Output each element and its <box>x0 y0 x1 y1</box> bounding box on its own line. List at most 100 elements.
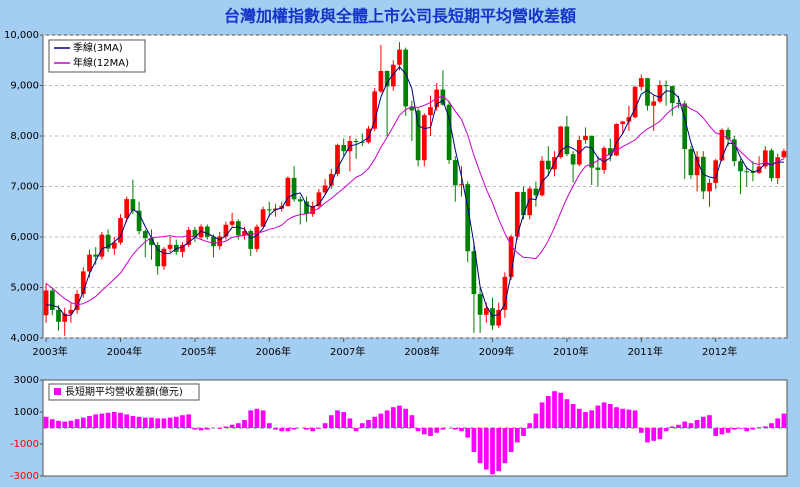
y-tick-label: 4,000 <box>10 333 39 344</box>
candle-body <box>316 192 322 207</box>
y-tick-label: 7,000 <box>10 182 39 193</box>
candle-body <box>43 290 49 316</box>
candle-body <box>589 135 595 168</box>
bar <box>403 408 409 428</box>
candle-body <box>620 121 626 124</box>
candle-body <box>415 110 421 161</box>
bar <box>669 426 675 428</box>
bar <box>533 413 539 428</box>
candle-body <box>322 185 328 193</box>
bar <box>149 417 154 428</box>
bar <box>595 405 601 428</box>
bar <box>762 426 768 428</box>
y-tick-label: 3000 <box>14 375 39 386</box>
candle-body <box>285 177 291 207</box>
bar <box>310 428 316 432</box>
bar <box>558 392 564 428</box>
candle-body <box>707 182 712 192</box>
bar <box>173 416 179 428</box>
bar <box>254 408 260 428</box>
bar <box>353 428 359 432</box>
candle-body <box>211 236 216 247</box>
y-tick-label: 1000 <box>14 407 39 418</box>
candle-body <box>180 244 185 252</box>
bar <box>632 410 638 428</box>
candle-body <box>564 126 570 155</box>
bar <box>465 428 471 438</box>
bar <box>130 416 136 428</box>
bar <box>589 410 595 428</box>
candle-body <box>304 201 309 215</box>
candle-body <box>713 160 719 183</box>
candle-body <box>601 148 607 170</box>
bar <box>607 404 613 428</box>
candle-body <box>477 294 483 315</box>
candle-body <box>353 140 359 142</box>
candle-body <box>130 199 136 211</box>
candle-body <box>335 144 340 174</box>
candle-body <box>223 224 229 237</box>
candle-body <box>99 234 105 257</box>
candle-body <box>738 161 743 172</box>
bar <box>496 428 502 472</box>
candle-body <box>762 150 768 167</box>
candle-body <box>204 226 210 237</box>
bar <box>372 416 378 428</box>
candle-body <box>80 271 86 294</box>
bar <box>366 420 371 428</box>
bar <box>477 428 483 464</box>
bar <box>49 419 55 428</box>
candle-body <box>731 139 737 162</box>
x-tick-label: 2009年 <box>479 345 514 358</box>
candle-body <box>514 192 520 237</box>
bar <box>638 428 644 433</box>
bar <box>192 428 198 430</box>
bar <box>223 426 229 428</box>
bar <box>744 428 750 432</box>
candle-body <box>124 199 130 219</box>
candle-body <box>105 234 111 249</box>
candle-body <box>638 78 644 87</box>
bar <box>657 428 663 440</box>
candle-body <box>632 86 638 118</box>
y-tick-label: 10,000 <box>4 30 39 41</box>
x-tick-label: 2006年 <box>256 345 291 358</box>
candle-body <box>719 129 725 161</box>
legend-label: 季線(3MA) <box>73 41 123 54</box>
bar <box>242 420 247 428</box>
candle-body <box>471 251 477 295</box>
bar <box>440 428 446 430</box>
bar <box>397 405 402 428</box>
bar <box>676 424 681 428</box>
bar <box>514 428 520 443</box>
candle-body <box>614 123 619 156</box>
bar <box>452 428 458 430</box>
candle-body <box>359 141 365 143</box>
candle-body <box>93 254 99 257</box>
candle-body <box>62 313 68 322</box>
candle-body <box>403 49 409 107</box>
bar <box>142 417 148 428</box>
bar <box>725 428 731 433</box>
bar <box>99 413 105 428</box>
candle-body <box>328 173 334 186</box>
bar <box>583 412 588 428</box>
bar <box>235 423 241 428</box>
bar <box>118 412 123 428</box>
candle-body <box>266 209 272 211</box>
candle-body <box>452 160 458 186</box>
bar <box>614 407 619 428</box>
bar <box>719 428 725 435</box>
bar <box>335 410 340 428</box>
candle-body <box>198 226 204 238</box>
candle-body <box>254 226 260 249</box>
candle-body <box>781 151 787 158</box>
x-tick-label: 2012年 <box>702 345 737 358</box>
candle-body <box>663 85 669 87</box>
candle-body <box>68 309 74 314</box>
bar <box>80 417 86 428</box>
candle-body <box>744 171 750 173</box>
candle-body <box>56 309 61 322</box>
bar <box>43 416 49 428</box>
